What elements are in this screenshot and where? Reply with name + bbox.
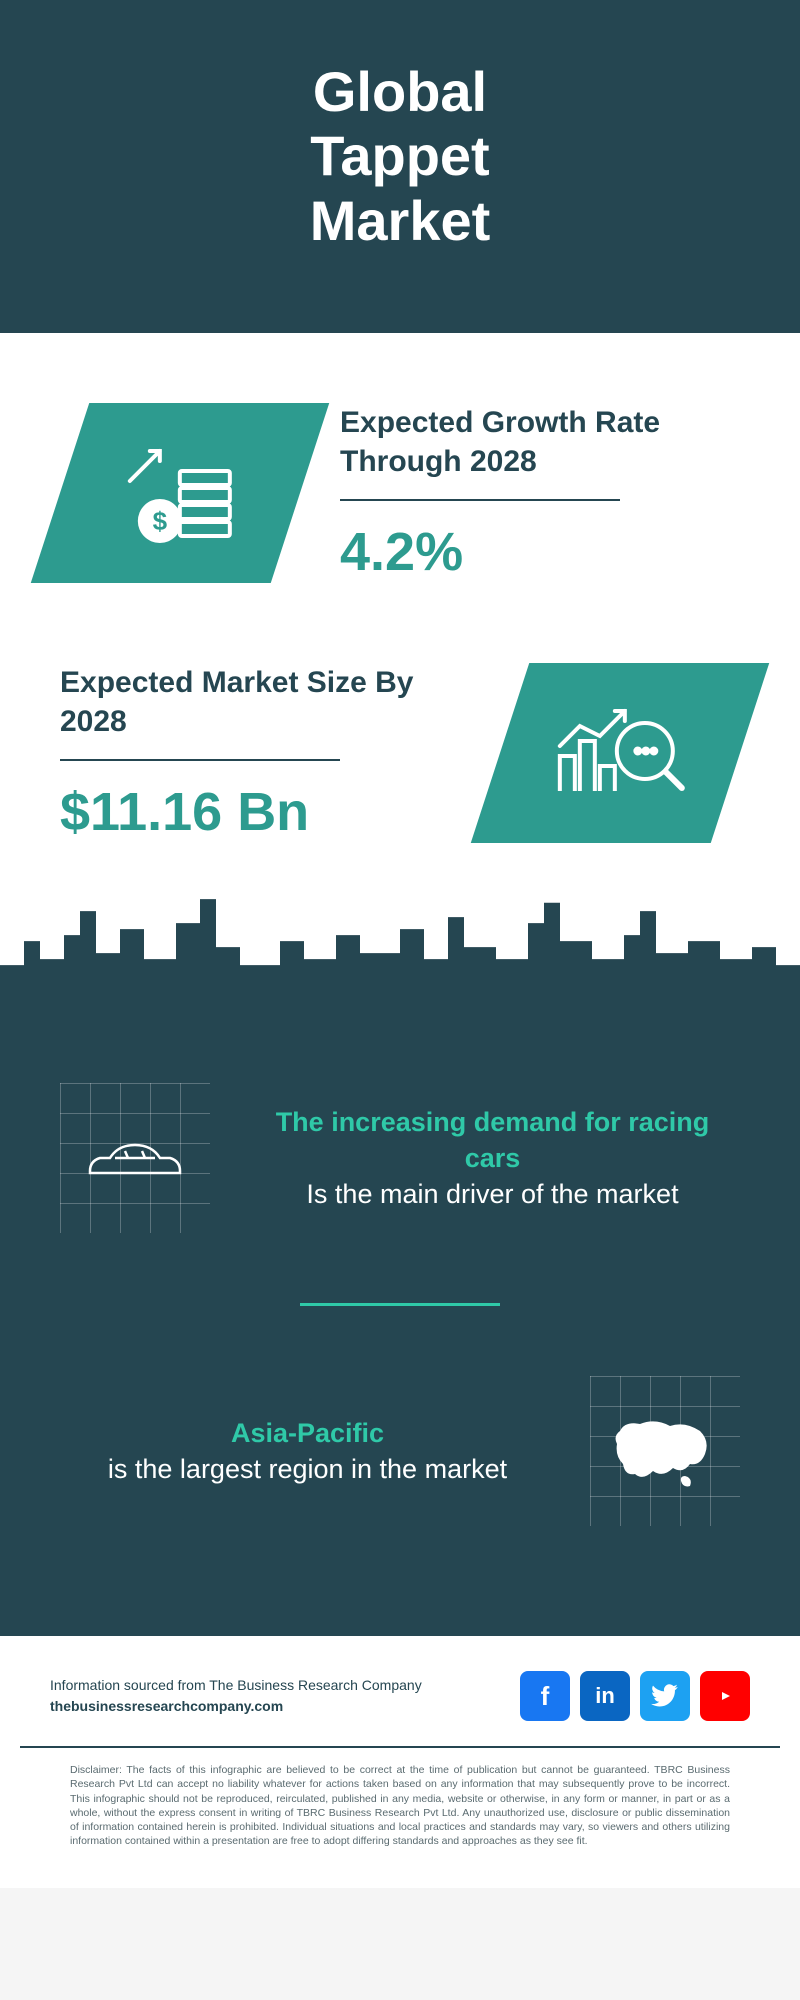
twitter-icon[interactable] bbox=[640, 1671, 690, 1721]
footer-section: Information sourced from The Business Re… bbox=[0, 1636, 800, 1746]
title-line-1: Global bbox=[313, 60, 487, 123]
svg-text:$: $ bbox=[153, 506, 168, 536]
title-line-3: Market bbox=[310, 189, 491, 252]
region-normal: is the largest region in the market bbox=[108, 1454, 507, 1484]
title-line-2: Tappet bbox=[310, 124, 489, 187]
insights-divider bbox=[300, 1303, 500, 1306]
asia-map-icon bbox=[590, 1376, 740, 1526]
infographic-container: Global Tappet Market $ Expected Growth R… bbox=[0, 0, 800, 1888]
growth-divider bbox=[340, 499, 620, 501]
disclaimer-section: Disclaimer: The facts of this infographi… bbox=[20, 1746, 780, 1888]
racing-car-icon bbox=[60, 1083, 210, 1233]
footer-attribution: Information sourced from The Business Re… bbox=[50, 1675, 422, 1717]
chart-analysis-icon bbox=[550, 696, 690, 811]
driver-highlight: The increasing demand for racing cars bbox=[276, 1107, 710, 1173]
money-growth-icon: $ bbox=[115, 436, 245, 551]
growth-label: Expected Growth Rate Through 2028 bbox=[340, 403, 740, 481]
region-insight: Asia-Pacific is the largest region in th… bbox=[60, 1346, 740, 1556]
youtube-icon[interactable] bbox=[700, 1671, 750, 1721]
region-text: Asia-Pacific is the largest region in th… bbox=[60, 1415, 555, 1488]
growth-text-block: Expected Growth Rate Through 2028 4.2% bbox=[340, 403, 740, 583]
market-size-icon-panel bbox=[471, 663, 769, 843]
market-size-divider bbox=[60, 759, 340, 761]
growth-rate-section: $ Expected Growth Rate Through 2028 4.2% bbox=[0, 333, 800, 633]
market-size-label: Expected Market Size By 2028 bbox=[60, 663, 460, 741]
source-text: Information sourced from The Business Re… bbox=[50, 1675, 422, 1696]
growth-value: 4.2% bbox=[340, 521, 740, 583]
driver-normal: Is the main driver of the market bbox=[306, 1179, 678, 1209]
linkedin-icon[interactable]: in bbox=[580, 1671, 630, 1721]
page-title: Global Tappet Market bbox=[40, 60, 760, 253]
driver-text: The increasing demand for racing cars Is… bbox=[245, 1104, 740, 1213]
driver-insight: The increasing demand for racing cars Is… bbox=[60, 1053, 740, 1263]
disclaimer-text: Disclaimer: The facts of this infographi… bbox=[70, 1763, 730, 1848]
header-section: Global Tappet Market bbox=[0, 0, 800, 333]
source-url: thebusinessresearchcompany.com bbox=[50, 1696, 422, 1717]
growth-icon-panel: $ bbox=[31, 403, 329, 583]
market-size-section: Expected Market Size By 2028 $11.16 Bn bbox=[0, 633, 800, 893]
facebook-icon[interactable]: f bbox=[520, 1671, 570, 1721]
skyline-graphic bbox=[0, 893, 800, 1013]
market-size-text-block: Expected Market Size By 2028 $11.16 Bn bbox=[60, 663, 460, 843]
market-size-value: $11.16 Bn bbox=[60, 781, 460, 843]
social-links: f in bbox=[520, 1671, 750, 1721]
region-highlight: Asia-Pacific bbox=[231, 1418, 384, 1448]
insights-section: The increasing demand for racing cars Is… bbox=[0, 1013, 800, 1636]
